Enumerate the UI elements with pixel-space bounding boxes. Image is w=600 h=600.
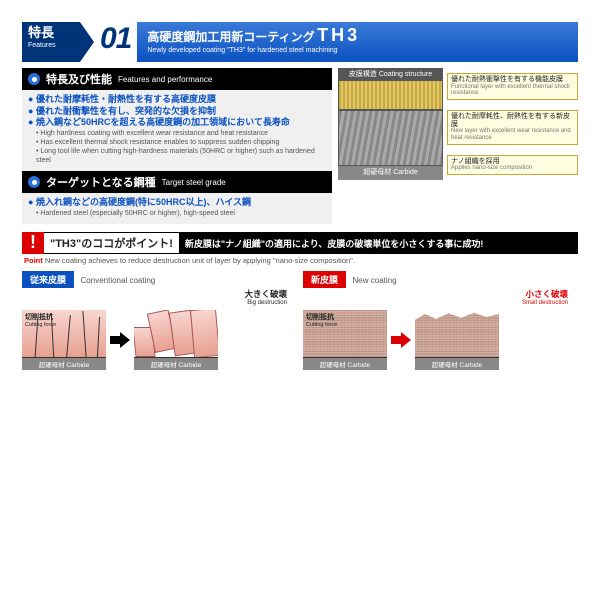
annot-1: 優れた耐熱衝撃性を有する機能皮膜 Functional layer with e… [447,73,578,100]
bullet-icon [28,73,40,85]
sec2-bullets: 焼入れ鋼などの高硬度鋼(特に50HRC以上)、ハイス鋼 • Hardened s… [22,193,332,224]
carbide-base: 超硬母材 Carbide [338,166,443,180]
sec1-title-en: Features and performance [118,75,212,84]
new-coating-panel: 新皮膜 New coating 小さく破壊 Small destruction … [303,271,578,370]
structure-title: 皮膜構造 Coating structure [338,68,443,80]
sec1-title-jp: 特長及び性能 [46,71,112,87]
point-black: 新皮膜は"ナノ組織"の適用により、皮膜の破壊単位を小さくする事に成功! [179,232,578,254]
point-white: "TH3"のココがポイント! [44,232,179,254]
new-dest: 小さく破壊 Small destruction [303,288,568,306]
features-perf-bar: 特長及び性能 Features and performance [22,68,332,90]
arrow-icon [391,330,411,350]
conv-after: 超硬母材 Carbide [134,310,218,370]
exclaim-icon: ! [22,232,44,254]
sec1-bullets: 優れた耐摩耗性・耐熱性を有する高硬度皮膜 優れた耐衝撃性を有し、突発的な欠損を抑… [22,90,332,171]
new-after: 超硬母材 Carbide [415,310,499,370]
conv-tab: 従来皮膜 [22,271,74,288]
sec2-title-en: Target steel grade [162,178,226,187]
new-before: 切削抵抗 Cutting force 超硬母材 Carbide [303,310,387,370]
new-layer [338,110,443,166]
features-badge: 特長 Features [22,22,80,62]
annot-3: ナノ組織を採用 Applies nano-size composition [447,155,578,175]
title-jp: 高硬度鋼加工用新コーティング [147,30,314,44]
functional-layer [338,80,443,110]
conventional-panel: 従来皮膜 Conventional coating 大きく破壊 Big dest… [22,271,297,370]
sec2-title-jp: ターゲットとなる鋼種 [46,174,156,190]
annot-2: 優れた耐摩耗性、耐熱性を有する新皮膜 New layer with excell… [447,110,578,145]
title-en: Newly developed coating "TH3" for harden… [147,47,568,54]
triangle-decor [80,22,94,62]
point-subtitle: Point New coating achieves to reduce des… [22,254,578,267]
title-th3: TH3 [317,25,360,45]
bullet-icon [28,176,40,188]
cutting-force-label: 切削抵抗 Cutting force [306,312,337,328]
section-header: 特長 Features 01 高硬度鋼加工用新コーティング TH3 Newly … [22,22,578,62]
target-steel-bar: ターゲットとなる鋼種 Target steel grade [22,171,332,193]
arrow-icon [110,330,130,350]
conv-before: 切削抵抗 Cutting force 超硬母材 Carbide [22,310,106,370]
new-tab: 新皮膜 [303,271,346,288]
section-title: 高硬度鋼加工用新コーティング TH3 Newly developed coati… [137,22,578,62]
point-bar: ! "TH3"のココがポイント! 新皮膜は"ナノ組織"の適用により、皮膜の破壊単… [22,232,578,254]
conv-dest: 大きく破壊 Big destruction [22,288,287,306]
coating-structure: 皮膜構造 Coating structure 超硬母材 Carbide 優れた耐… [338,68,578,180]
section-number: 01 [94,22,137,62]
features-jp: 特長 [28,26,74,40]
features-en: Features [28,42,56,49]
